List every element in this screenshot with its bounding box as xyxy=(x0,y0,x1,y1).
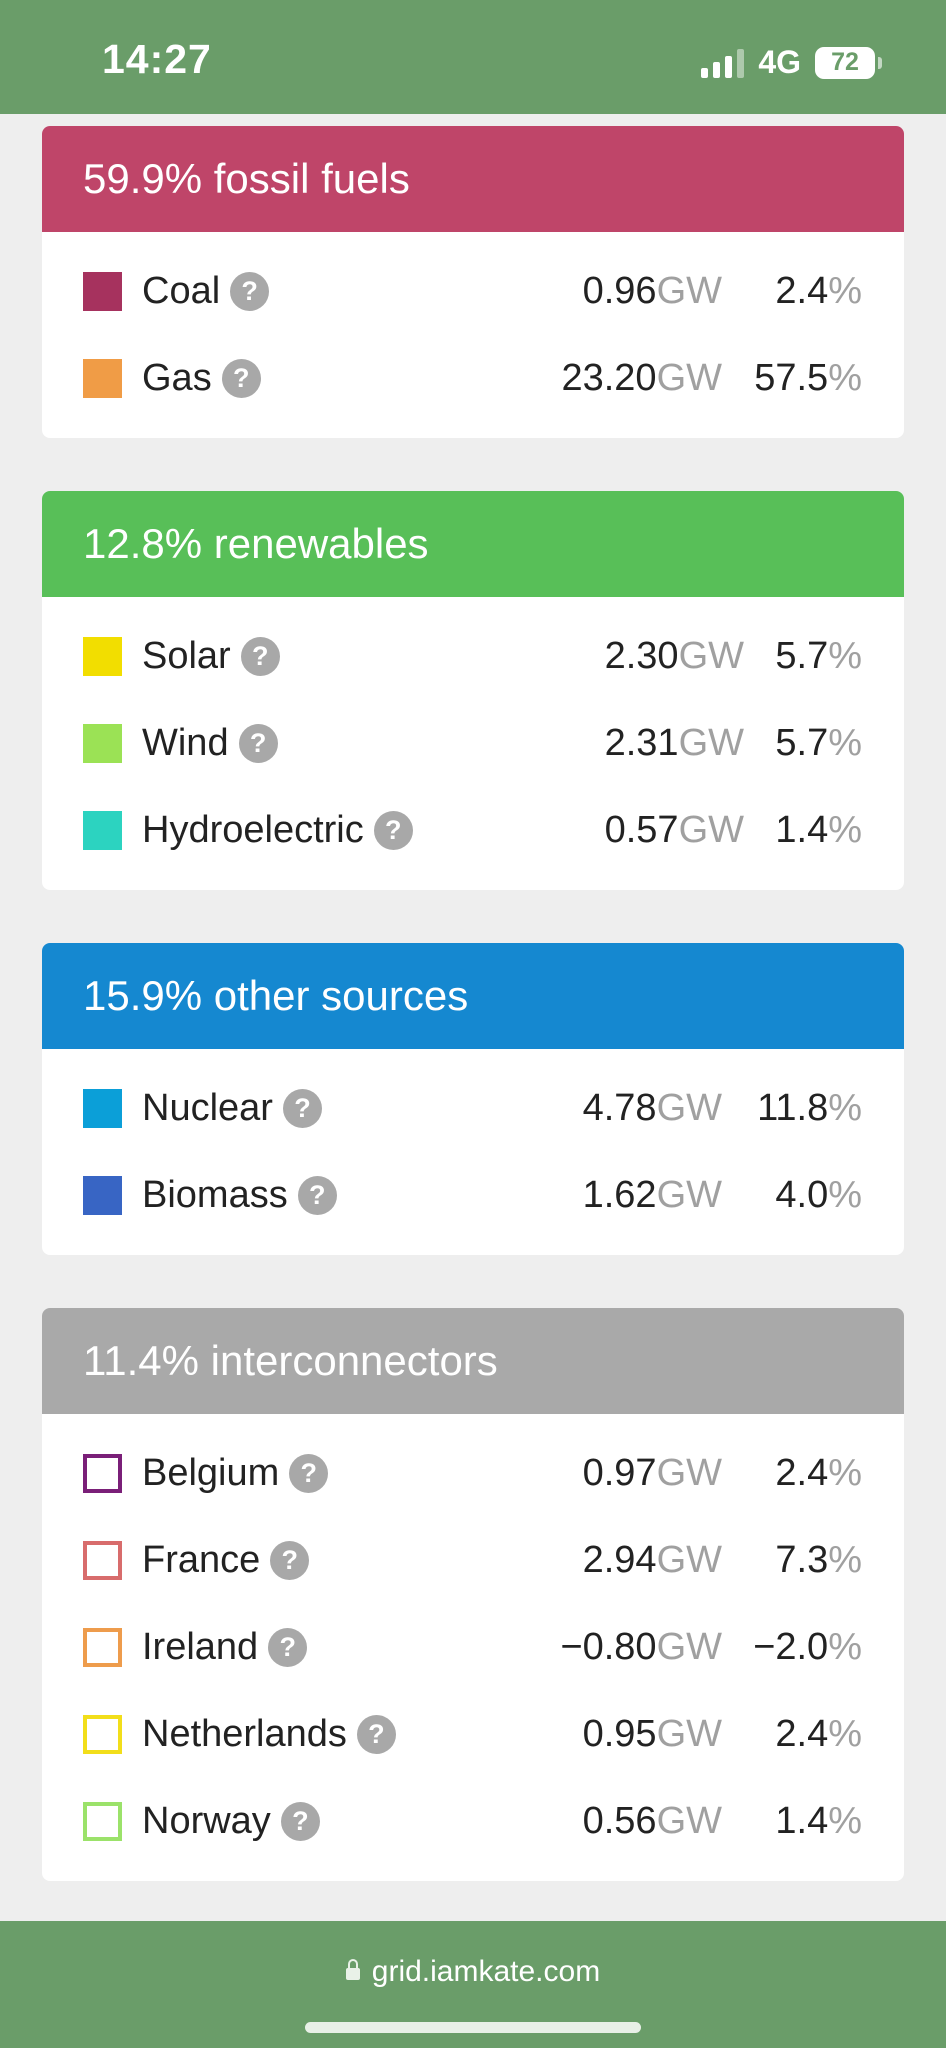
battery-level: 72 xyxy=(815,46,875,79)
source-row-coal: Coal? 0.96GW 2.4% xyxy=(42,248,904,335)
swatch-coal xyxy=(83,272,122,311)
help-icon[interactable]: ? xyxy=(268,1628,308,1667)
share-value: 2.4% xyxy=(775,1452,862,1494)
source-row-ireland: Ireland? −0.80GW −2.0% xyxy=(42,1604,904,1691)
power-value: 2.31GW xyxy=(604,722,744,764)
source-row-france: France? 2.94GW 7.3% xyxy=(42,1517,904,1604)
battery-icon: 72 xyxy=(815,46,882,79)
card-header-other-sources: 15.9% other sources xyxy=(42,943,904,1049)
card-fossil-fuels: 59.9% fossil fuels Coal? 0.96GW 2.4% Gas… xyxy=(42,126,904,438)
source-name: Coal xyxy=(142,270,221,312)
source-name: Belgium xyxy=(142,1452,280,1494)
help-icon[interactable]: ? xyxy=(270,1541,310,1580)
share-value: 5.7% xyxy=(775,635,862,677)
share-value: 57.5% xyxy=(754,357,862,399)
share-value: 1.4% xyxy=(775,1800,862,1842)
swatch-wind xyxy=(83,724,122,763)
help-icon[interactable]: ? xyxy=(238,724,278,763)
swatch-solar xyxy=(83,637,122,676)
source-name: Biomass xyxy=(142,1174,288,1216)
share-value: 11.8% xyxy=(757,1087,862,1129)
cellular-signal-icon xyxy=(701,48,745,78)
source-name: Norway xyxy=(142,1800,271,1842)
help-icon[interactable]: ? xyxy=(221,359,261,398)
help-icon[interactable]: ? xyxy=(289,1454,329,1493)
share-value: 1.4% xyxy=(775,809,862,851)
help-icon[interactable]: ? xyxy=(356,1715,396,1754)
source-name: Wind xyxy=(142,722,229,764)
swatch-belgium xyxy=(83,1454,122,1493)
source-name: Gas xyxy=(142,357,212,399)
swatch-france xyxy=(83,1541,122,1580)
help-icon[interactable]: ? xyxy=(280,1802,320,1841)
power-value: 2.94GW xyxy=(582,1539,722,1581)
source-row-belgium: Belgium? 0.97GW 2.4% xyxy=(42,1430,904,1517)
source-row-netherlands: Netherlands? 0.95GW 2.4% xyxy=(42,1691,904,1778)
power-value: 2.30GW xyxy=(604,635,744,677)
home-indicator[interactable] xyxy=(305,2022,641,2033)
source-row-nuclear: Nuclear? 4.78GW 11.8% xyxy=(42,1065,904,1152)
address-bar[interactable]: grid.iamkate.com xyxy=(0,1955,946,1989)
card-interconnectors: 11.4% interconnectors Belgium? 0.97GW 2.… xyxy=(42,1308,904,1881)
url-text: grid.iamkate.com xyxy=(371,1955,601,1988)
swatch-hydroelectric xyxy=(83,811,122,850)
source-row-gas: Gas? 23.20GW 57.5% xyxy=(42,335,904,422)
source-row-hydroelectric: Hydroelectric? 0.57GW 1.4% xyxy=(42,787,904,874)
power-value: −0.80GW xyxy=(560,1626,722,1668)
card-header-interconnectors: 11.4% interconnectors xyxy=(42,1308,904,1414)
power-value: 4.78GW xyxy=(582,1087,722,1129)
share-value: 5.7% xyxy=(775,722,862,764)
swatch-norway xyxy=(83,1802,122,1841)
share-value: 4.0% xyxy=(775,1174,862,1216)
swatch-netherlands xyxy=(83,1715,122,1754)
card-renewables: 12.8% renewables Solar? 2.30GW 5.7% Wind… xyxy=(42,491,904,890)
swatch-gas xyxy=(83,359,122,398)
browser-toolbar: grid.iamkate.com xyxy=(0,1921,946,2048)
source-row-biomass: Biomass? 1.62GW 4.0% xyxy=(42,1152,904,1239)
source-row-norway: Norway? 0.56GW 1.4% xyxy=(42,1778,904,1865)
power-value: 0.56GW xyxy=(582,1800,722,1842)
power-value: 1.62GW xyxy=(582,1174,722,1216)
help-icon[interactable]: ? xyxy=(282,1089,322,1128)
help-icon[interactable]: ? xyxy=(373,811,413,850)
power-value: 0.57GW xyxy=(604,809,744,851)
source-name: Hydroelectric xyxy=(142,809,364,851)
power-value: 0.96GW xyxy=(582,270,722,312)
source-name: Solar xyxy=(142,635,231,677)
lock-icon xyxy=(345,1959,360,1980)
status-time: 14:27 xyxy=(102,36,212,82)
status-bar: 14:27 4G 72 xyxy=(0,0,946,114)
source-name: France xyxy=(142,1539,261,1581)
swatch-nuclear xyxy=(83,1089,122,1128)
source-row-wind: Wind? 2.31GW 5.7% xyxy=(42,700,904,787)
help-icon[interactable]: ? xyxy=(230,272,270,311)
swatch-biomass xyxy=(83,1176,122,1215)
status-indicators: 4G 72 xyxy=(701,44,882,81)
swatch-ireland xyxy=(83,1628,122,1667)
share-value: 7.3% xyxy=(775,1539,862,1581)
power-value: 23.20GW xyxy=(561,357,722,399)
help-icon[interactable]: ? xyxy=(297,1176,337,1215)
source-row-solar: Solar? 2.30GW 5.7% xyxy=(42,613,904,700)
source-name: Nuclear xyxy=(142,1087,273,1129)
help-icon[interactable]: ? xyxy=(240,637,280,676)
share-value: 2.4% xyxy=(775,270,862,312)
card-other-sources: 15.9% other sources Nuclear? 4.78GW 11.8… xyxy=(42,943,904,1255)
network-type: 4G xyxy=(758,44,801,80)
power-value: 0.97GW xyxy=(582,1452,722,1494)
card-header-fossil-fuels: 59.9% fossil fuels xyxy=(42,126,904,232)
power-value: 0.95GW xyxy=(582,1713,722,1755)
source-name: Ireland xyxy=(142,1626,259,1668)
share-value: −2.0% xyxy=(753,1626,862,1668)
card-header-renewables: 12.8% renewables xyxy=(42,491,904,597)
share-value: 2.4% xyxy=(775,1713,862,1755)
source-name: Netherlands xyxy=(142,1713,347,1755)
